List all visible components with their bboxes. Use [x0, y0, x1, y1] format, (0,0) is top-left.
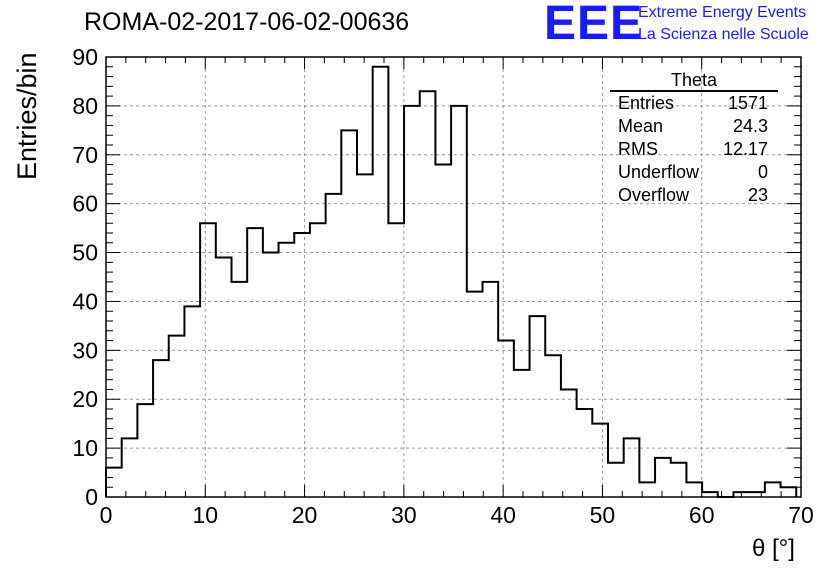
x-tick-label: 50	[590, 502, 616, 528]
stats-label: Mean	[618, 116, 664, 136]
y-tick-label: 80	[72, 93, 98, 119]
org-name-line1: Extreme Energy Events	[638, 4, 807, 21]
y-tick-label: 30	[72, 337, 98, 363]
y-tick-label: 90	[72, 44, 98, 70]
histogram-line	[105, 65, 798, 498]
eee-logo: EEE	[544, 0, 644, 50]
stats-label: RMS	[618, 139, 658, 159]
stats-label: Underflow	[618, 162, 700, 182]
y-tick-label: 60	[72, 191, 98, 217]
y-tick-label: 50	[72, 240, 98, 266]
stats-row-mean: Mean 24.3	[610, 115, 778, 138]
y-tick-label: 70	[72, 142, 98, 168]
x-tick-label: 70	[788, 502, 814, 528]
y-tick-label: 0	[85, 484, 98, 510]
x-tick-label: 40	[490, 502, 516, 528]
stats-title: Theta	[610, 70, 778, 92]
x-tick-label: 60	[689, 502, 715, 528]
x-tick-label: 0	[100, 502, 113, 528]
stats-value: 0	[757, 162, 768, 182]
stats-row-entries: Entries 1571	[610, 92, 778, 115]
plot-frame	[105, 56, 802, 498]
stats-row-rms: RMS 12.17	[610, 138, 778, 161]
stats-value: 24.3	[732, 116, 768, 136]
x-tick-label: 20	[292, 502, 318, 528]
y-tick-label: 10	[72, 435, 98, 461]
chart-title: ROMA-02-2017-06-02-00636	[84, 8, 410, 36]
stats-value: 23	[747, 185, 768, 205]
stats-label: Entries	[618, 93, 675, 113]
y-axis-label: Entries/bin	[12, 52, 42, 180]
stats-value: 12.17	[722, 139, 768, 159]
y-tick-label: 40	[72, 288, 98, 314]
stats-label: Overflow	[618, 185, 690, 205]
x-tick-label: 30	[391, 502, 417, 528]
x-tick-label: 10	[192, 502, 218, 528]
y-tick-label: 20	[72, 386, 98, 412]
stats-row-overflow: Overflow 23	[610, 184, 778, 207]
stats-box: Theta Entries 1571 Mean 24.3 RMS 12.17 U…	[610, 70, 778, 207]
stats-value: 1571	[727, 93, 768, 113]
x-axis-label: θ [°]	[752, 535, 795, 562]
stats-row-underflow: Underflow 0	[610, 161, 778, 184]
org-name-line2: La Scienza nelle Scuole	[638, 26, 809, 43]
